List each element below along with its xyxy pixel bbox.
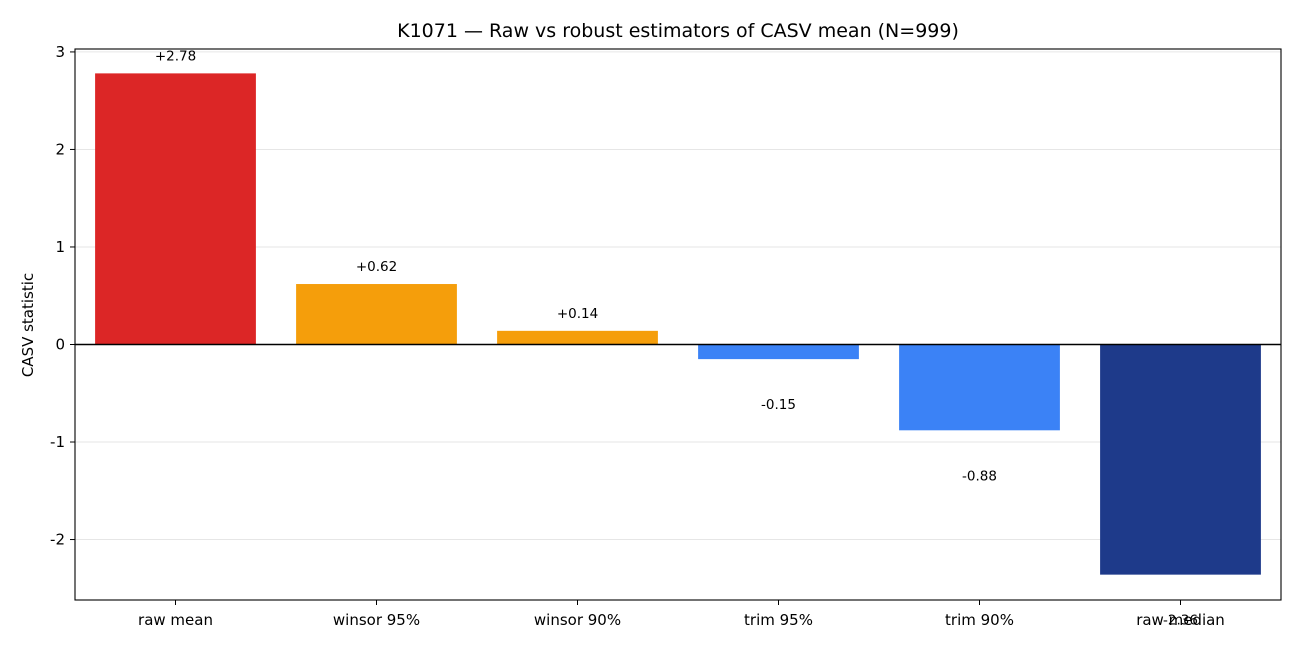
plot-frame bbox=[74, 48, 1282, 601]
data-labels: +2.78 +0.62 +0.14 -0.15 -0.88 -2.36 bbox=[155, 48, 1198, 628]
data-label: +2.78 bbox=[155, 48, 196, 64]
x-axis: raw mean winsor 95% winsor 90% trim 95% trim… bbox=[138, 600, 1225, 629]
y-axis-label: CASV statistic bbox=[19, 273, 37, 377]
x-tick-label: trim 95% bbox=[744, 611, 813, 629]
bar bbox=[1100, 344, 1261, 575]
y-tick-label: 1 bbox=[55, 238, 65, 256]
y-tick-label: -1 bbox=[50, 433, 65, 451]
data-label: -0.88 bbox=[962, 468, 997, 484]
x-tick-label: winsor 90% bbox=[534, 611, 621, 629]
data-label: +0.62 bbox=[356, 259, 397, 275]
x-tick-label: trim 90% bbox=[945, 611, 1014, 629]
bar bbox=[698, 344, 859, 360]
bar bbox=[296, 284, 457, 345]
x-tick-label: raw median bbox=[1136, 611, 1225, 629]
chart-title: K1071 — Raw vs robust estimators of CASV… bbox=[397, 20, 959, 42]
bar bbox=[899, 344, 1060, 431]
y-tick-label: 0 bbox=[55, 335, 65, 353]
bar bbox=[497, 330, 658, 345]
y-tick-label: 3 bbox=[55, 43, 65, 61]
bar bbox=[95, 73, 256, 345]
data-label: -2.36 bbox=[1163, 613, 1198, 629]
x-tick-label: winsor 95% bbox=[333, 611, 420, 629]
y-axis: 3 2 1 0 -1 -2 bbox=[50, 43, 75, 549]
data-label: +0.14 bbox=[557, 306, 598, 322]
data-label: -0.15 bbox=[761, 397, 796, 413]
y-tick-label: -2 bbox=[50, 531, 65, 549]
y-tick-label: 2 bbox=[55, 140, 65, 158]
x-tick-label: raw mean bbox=[138, 611, 213, 629]
bars bbox=[95, 73, 1261, 575]
